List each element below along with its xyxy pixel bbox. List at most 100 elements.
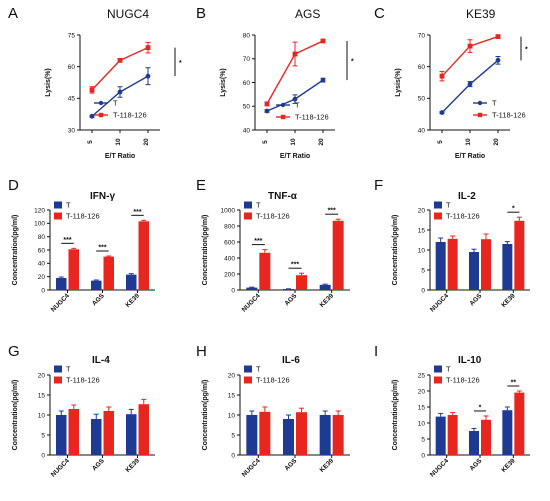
x-tick-label-c: 5 bbox=[437, 140, 444, 144]
data-point-c bbox=[495, 57, 501, 63]
x-tick-label-h: KE39 bbox=[319, 457, 336, 474]
significance-label-d: *** bbox=[133, 209, 141, 216]
panel-letter-i: I bbox=[374, 343, 378, 360]
panel-letter-f: F bbox=[374, 177, 383, 194]
bar-f bbox=[447, 238, 458, 290]
bar-i bbox=[502, 410, 513, 455]
y-tick-label-e: 1000 bbox=[221, 207, 236, 214]
x-tick-label-a: 5 bbox=[87, 140, 94, 144]
significance-label-e: *** bbox=[328, 208, 336, 215]
y-tick-label-g: 10 bbox=[38, 412, 46, 419]
legend-label-f: T bbox=[446, 201, 451, 210]
y-tick-label-b: 50 bbox=[243, 104, 251, 111]
y-tick-label-d: 100 bbox=[34, 221, 45, 228]
data-point-b bbox=[292, 96, 298, 102]
legend-marker-h bbox=[244, 376, 252, 384]
y-axis-label-a: Lysis(%) bbox=[45, 68, 52, 97]
legend-label-b: T-118-126 bbox=[295, 113, 329, 122]
panel-i: I IL-10 0 5 10 15 20 25 Concentration(pg/ml) NUGC… bbox=[374, 343, 530, 479]
y-tick-label-d: 120 bbox=[34, 207, 45, 214]
bar-d bbox=[126, 274, 137, 290]
legend-marker-g bbox=[54, 376, 62, 384]
y-tick-label-i: 0 bbox=[421, 452, 425, 459]
legend-label-h: T bbox=[256, 365, 261, 374]
legend-marker-a bbox=[98, 100, 104, 106]
bar-i bbox=[481, 419, 491, 455]
y-tick-label-c: 50 bbox=[418, 96, 426, 103]
bar-f bbox=[514, 220, 525, 290]
y-tick-label-c: 70 bbox=[418, 32, 426, 39]
bar-h bbox=[296, 412, 307, 455]
x-tick-label-e: AGS bbox=[283, 292, 298, 307]
x-tick-label-b: 5 bbox=[262, 140, 269, 144]
panel-title-c: KE39 bbox=[466, 7, 496, 21]
y-tick-label-e: 600 bbox=[224, 239, 235, 246]
y-tick-label-a: 30 bbox=[68, 127, 76, 134]
y-tick-label-e: 800 bbox=[224, 223, 235, 230]
panel-letter-g: G bbox=[8, 343, 20, 360]
y-axis-label-b: Lysis(%) bbox=[220, 68, 227, 97]
bar-e bbox=[246, 287, 258, 290]
data-point-a bbox=[117, 57, 123, 63]
legend-marker-d bbox=[54, 212, 62, 220]
significance-label-i: ** bbox=[511, 380, 517, 387]
data-point-b bbox=[264, 101, 270, 107]
bar-d bbox=[56, 278, 67, 290]
x-tick-label-f: NUGC4 bbox=[429, 292, 450, 313]
x-tick-label-d: KE39 bbox=[124, 292, 141, 309]
y-tick-label-a: 45 bbox=[68, 96, 76, 103]
panel-letter-c: C bbox=[374, 5, 385, 22]
legend-label-h: T-118-126 bbox=[256, 376, 290, 385]
y-tick-label-i: 15 bbox=[418, 404, 426, 411]
panel-title-g: IL-4 bbox=[92, 355, 110, 366]
y-tick-label-f: 10 bbox=[418, 247, 426, 254]
significance-label-i: * bbox=[479, 404, 482, 411]
series-line-a-1 bbox=[91, 47, 149, 91]
y-tick-label-f: 15 bbox=[418, 227, 426, 234]
bar-h bbox=[246, 415, 258, 455]
y-tick-label-e: 0 bbox=[231, 287, 235, 294]
legend-label-g: T bbox=[66, 365, 71, 374]
panel-b: B AGS 40 50 60 70 80 Lysis(%) 5 10 20 E/T Ratio T T-1… bbox=[196, 5, 354, 160]
bar-h bbox=[283, 419, 294, 455]
legend-marker-e bbox=[244, 201, 252, 209]
panel-letter-e: E bbox=[196, 177, 206, 194]
significance-label-e: *** bbox=[291, 262, 299, 269]
data-point-a bbox=[89, 113, 95, 119]
x-tick-label-b: 10 bbox=[290, 138, 297, 146]
bar-i bbox=[469, 431, 479, 455]
x-tick-label-f: KE39 bbox=[500, 292, 517, 309]
y-tick-label-e: 200 bbox=[224, 271, 235, 278]
panel-e: E TNF-α 0 200 400 600 800 1000 Concentration(pg/… bbox=[196, 177, 350, 314]
panel-h: H IL-6 0 5 10 15 20 Concentration(pg/ml) NUGC4 AG… bbox=[196, 343, 350, 479]
bar-h bbox=[259, 411, 271, 455]
y-tick-label-i: 5 bbox=[421, 436, 425, 443]
data-point-c bbox=[439, 110, 445, 115]
y-tick-label-g: 15 bbox=[38, 392, 46, 399]
y-tick-label-i: 25 bbox=[418, 372, 426, 379]
bar-d bbox=[68, 249, 79, 290]
y-tick-label-c: 60 bbox=[418, 64, 426, 71]
legend-marker-f bbox=[434, 212, 442, 220]
x-tick-label-a: 20 bbox=[143, 138, 150, 146]
bar-i bbox=[435, 416, 446, 455]
bar-g bbox=[68, 409, 79, 455]
legend-label-e: T bbox=[256, 201, 261, 210]
y-axis-label-e: Concentration(pg/ml) bbox=[202, 215, 209, 286]
legend-label-a: T bbox=[113, 99, 118, 108]
panel-title-a: NUGC4 bbox=[107, 7, 149, 21]
bar-e bbox=[259, 252, 271, 290]
legend-marker-b bbox=[280, 114, 286, 120]
bar-g bbox=[126, 414, 137, 455]
y-tick-label-i: 20 bbox=[418, 388, 426, 395]
bar-g bbox=[138, 404, 149, 455]
y-tick-label-h: 10 bbox=[228, 412, 236, 419]
data-point-c bbox=[495, 34, 501, 39]
significance-label-f: * bbox=[512, 206, 515, 213]
bar-g bbox=[91, 419, 102, 455]
significance-label-c: * bbox=[525, 46, 528, 53]
y-tick-label-f: 0 bbox=[421, 287, 425, 294]
y-tick-label-g: 5 bbox=[41, 432, 45, 439]
bar-f bbox=[481, 239, 491, 290]
